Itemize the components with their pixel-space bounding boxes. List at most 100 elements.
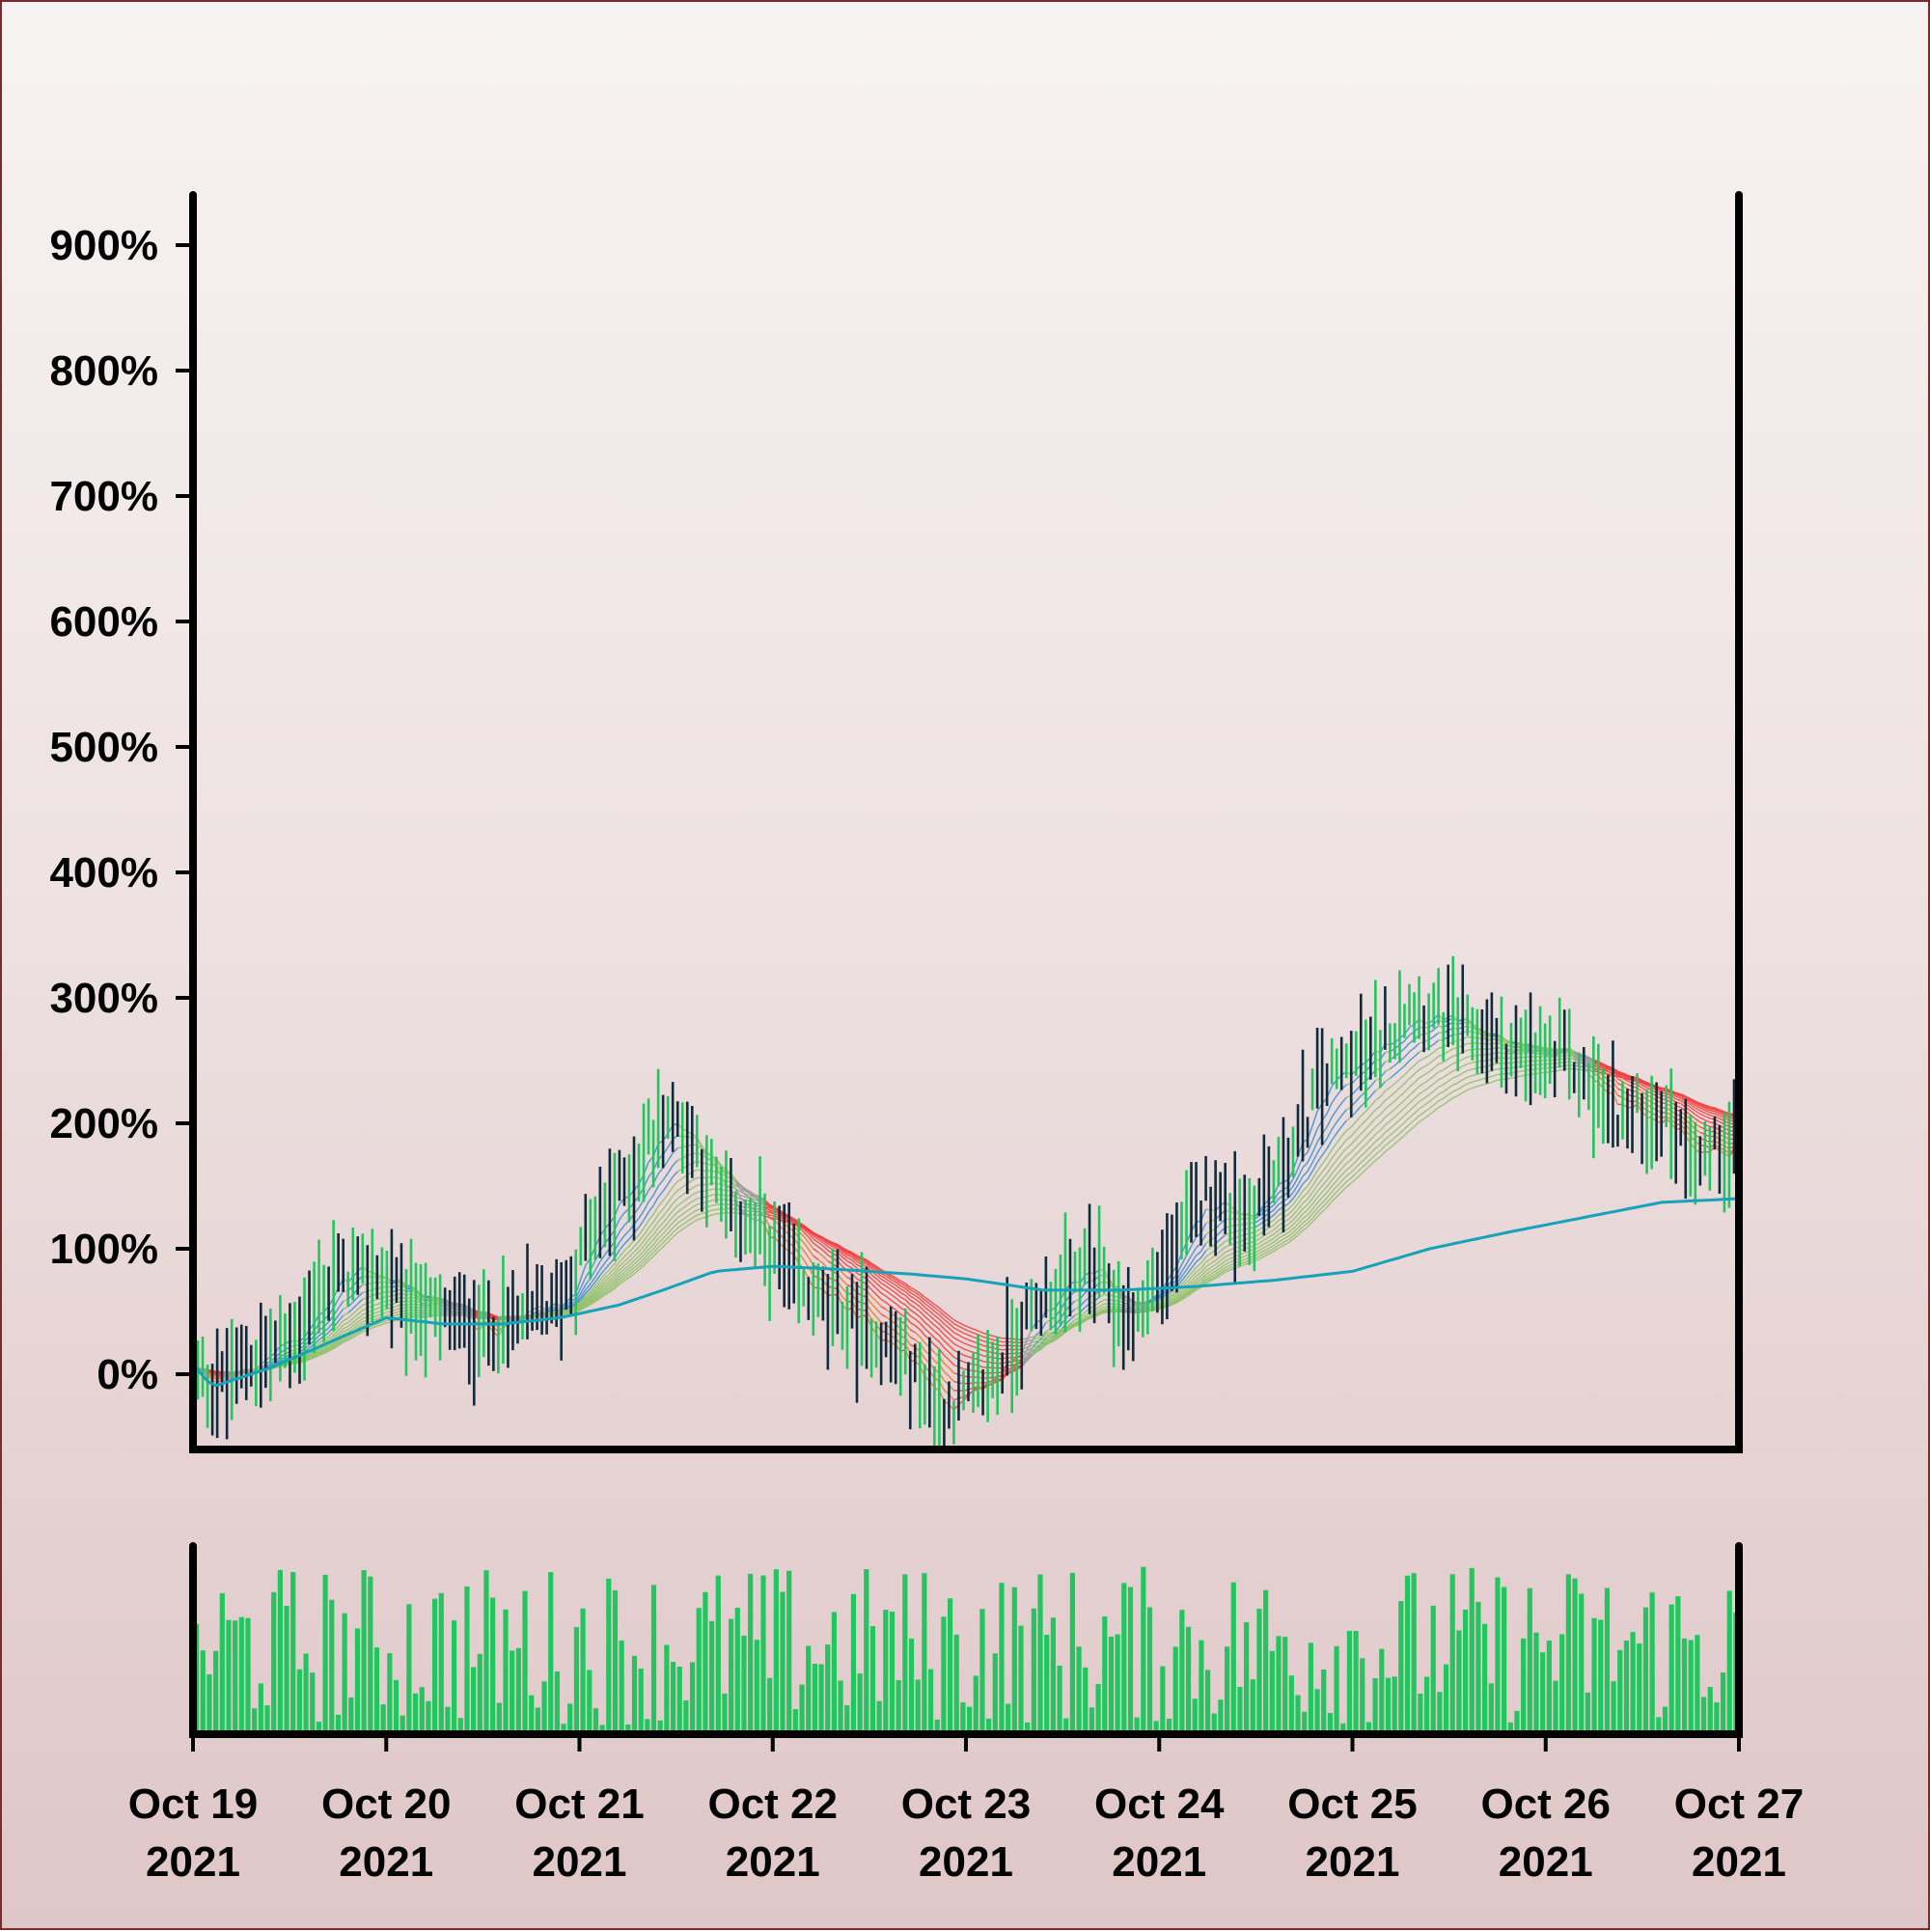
volume-bar [703,1592,707,1734]
volume-bar [233,1620,237,1734]
volume-bars [194,1567,1739,1734]
volume-bar [1437,1692,1442,1734]
ribbon-segment [1327,1129,1332,1138]
ribbon-segment [682,1216,687,1220]
ribbon-segment [1259,1251,1264,1254]
ribbon-segment [1385,1142,1390,1145]
volume-bar [896,1680,901,1734]
ribbon-segment [1341,1140,1346,1145]
volume-bar [1392,1676,1397,1734]
ribbon-segment [677,1214,682,1218]
ribbon-segment [1293,1192,1298,1199]
ribbon-segment [944,1348,949,1353]
ribbon-segment [677,1178,682,1181]
volume-bar [1032,1609,1036,1734]
ribbon-segment [653,1197,658,1205]
volume-bar [1096,1684,1101,1734]
volume-bar [548,1572,553,1734]
ribbon-segment [1429,1105,1434,1109]
ribbon-segment [963,1343,968,1345]
ribbon-segment [1420,1098,1424,1101]
volume-bar [1360,1658,1365,1734]
volume-bar [303,1653,308,1734]
ribbon-segment [1429,1052,1434,1056]
ribbon-segment [1351,1154,1356,1159]
ribbon-segment [1424,1102,1429,1106]
ribbon-segment [1197,1268,1201,1272]
volume-bar [767,1678,772,1734]
ribbon-segment [1453,1083,1458,1085]
ribbon-segment [1696,1115,1700,1118]
ribbon-segment [639,1241,644,1247]
volume-bar [1450,1574,1455,1734]
volume-bar [690,1662,695,1734]
ribbon-segment [1365,1165,1370,1170]
ribbon-segment [1380,1145,1385,1150]
ribbon-segment [842,1273,847,1278]
ribbon-segment [929,1321,934,1326]
volume-bar [1424,1677,1429,1734]
ribbon-segment [653,1186,658,1196]
ribbon-segment [658,1216,663,1222]
ribbon-segment [1356,1169,1361,1173]
ribbon-segment [1420,1118,1424,1122]
volume-bar [536,1707,540,1734]
ribbon-segment [1696,1118,1700,1121]
ribbon-segment [1197,1273,1201,1277]
ribbon-segment [1226,1262,1230,1264]
ribbon-segment [1341,1120,1346,1126]
volume-bar [813,1664,817,1734]
ribbon-segment [1394,1127,1399,1132]
volume-bar [671,1662,676,1734]
volume-bar [1121,1583,1126,1734]
volume-bar [1251,1679,1255,1734]
ribbon-segment [648,1240,653,1245]
volume-bar [755,1640,759,1734]
ribbon-segment [809,1249,813,1256]
ribbon-segment [629,1247,634,1252]
ribbon-segment [1390,1109,1394,1113]
ribbon-segment [1341,1097,1346,1103]
volume-bar [1006,1704,1010,1734]
ribbon-segment [653,1215,658,1223]
volume-bar [323,1575,328,1734]
ribbon-segment [1274,1234,1279,1238]
ribbon-segment [1341,1187,1346,1192]
ribbon-segment [934,1332,939,1336]
ribbon-segment [1375,1130,1380,1134]
ribbon-segment [969,1336,974,1338]
ribbon-segment [1288,1215,1293,1220]
volume-bar [799,1685,804,1734]
ribbon-segment [939,1342,944,1348]
ribbon-segment [1453,1095,1458,1097]
ribbon-segment [668,1217,673,1223]
ribbon-segment [910,1310,915,1312]
volume-bar [264,1705,269,1734]
volume-bar [445,1707,450,1734]
ribbon-segment [1226,1265,1230,1267]
ribbon-segment [1327,1149,1332,1157]
ribbon-segment [1337,1181,1341,1186]
ribbon-segment [344,1318,348,1321]
ribbon-segment [1298,1198,1303,1204]
ribbon-segment [969,1345,974,1347]
ribbon-segment [915,1319,920,1323]
ribbon-segment [1298,1191,1303,1198]
ribbon-segment [1705,1113,1710,1115]
ribbon-segment [1370,1142,1375,1146]
ribbon-segment [944,1335,949,1339]
ribbon-segment [969,1327,974,1329]
ribbon-segment [1710,1113,1715,1114]
ribbon-segment [692,1185,697,1188]
ribbon-segment [958,1331,963,1334]
volume-bar [890,1612,895,1734]
ribbon-segment [1444,1089,1448,1092]
ribbon-segment [673,1224,677,1228]
ribbon-segment [668,1196,673,1202]
ribbon-segment [1415,1061,1420,1065]
volume-bar [413,1694,418,1734]
ribbon-segment [1404,1124,1409,1129]
volume-bar [522,1591,527,1734]
ribbon-segment [1434,1087,1439,1090]
